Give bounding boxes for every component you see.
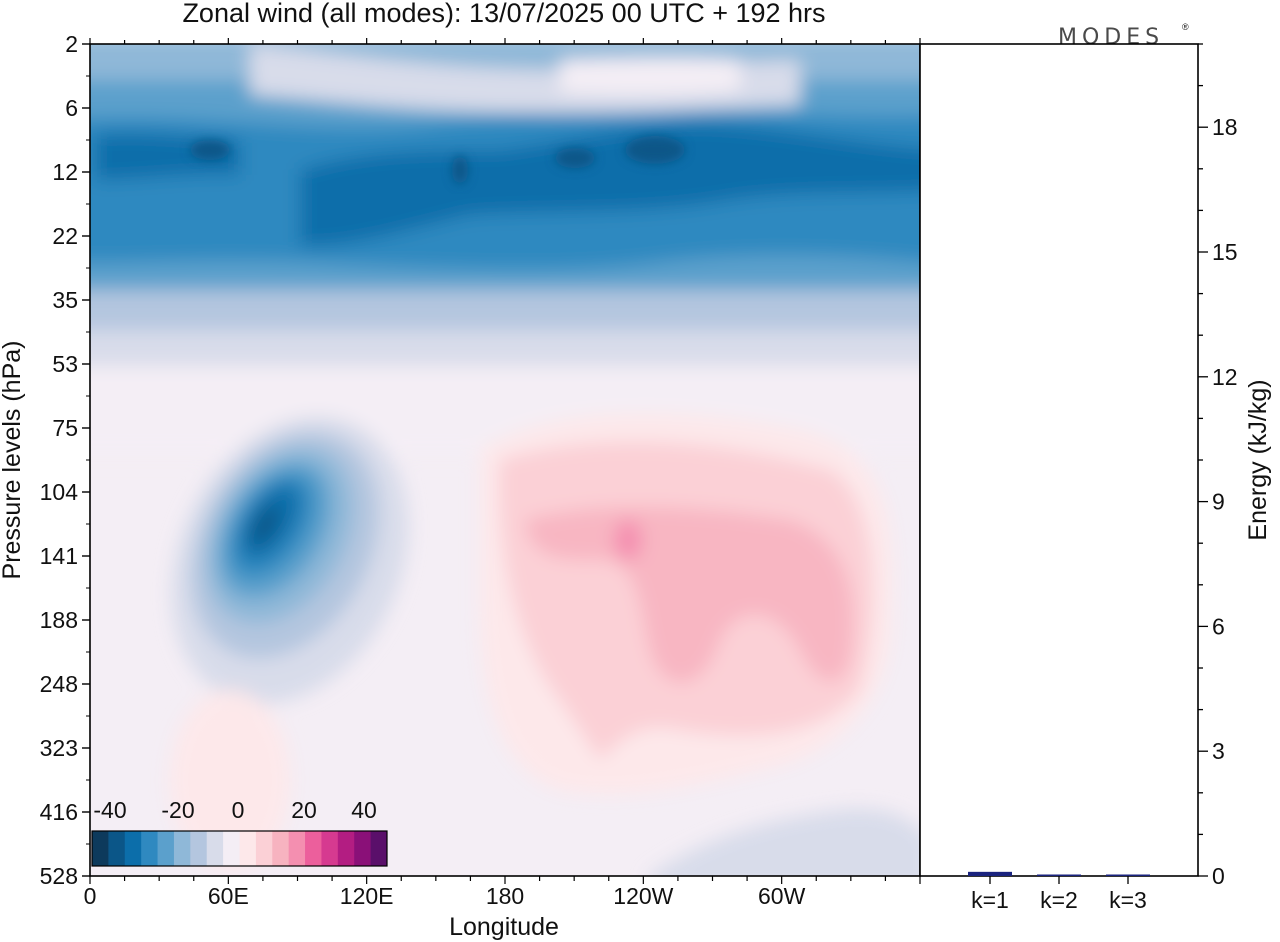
left-x-tick-label: 120W — [613, 883, 673, 909]
left-y-tick-label: 528 — [40, 863, 78, 889]
colorbar-swatch — [157, 831, 175, 866]
energy-bar — [1037, 874, 1081, 876]
colorbar-swatch — [354, 831, 372, 866]
left-y-tick-label: 188 — [40, 607, 78, 633]
left-y-tick-label: 75 — [52, 415, 78, 441]
colorbar-swatch — [108, 831, 126, 866]
colorbar-swatch — [206, 831, 224, 866]
right-y-axis-label: Energy (kJ/kg) — [1244, 379, 1272, 540]
right-x-tick-label: k=2 — [1040, 887, 1078, 913]
left-x-tick-label: 180 — [486, 883, 524, 909]
colorbar-swatch — [239, 831, 257, 866]
left-y-tick-label: 6 — [65, 95, 78, 121]
energy-plot-frame — [919, 43, 1199, 877]
colorbar-swatch — [288, 831, 306, 866]
colorbar-swatch — [141, 831, 159, 866]
colorbar-tick-label: 0 — [232, 797, 245, 823]
colorbar-tick-label: -40 — [93, 797, 126, 823]
right-y-tick-label: 9 — [1212, 489, 1225, 515]
left-y-tick-label: 12 — [52, 159, 78, 185]
colorbar-swatch — [223, 831, 240, 866]
right-y-axis: 0 3 6 9 12 15 18 — [1198, 43, 1238, 889]
left-x-tick-label: 60E — [208, 883, 249, 909]
colorbar — [91, 830, 388, 867]
left-x-tick-label: 60W — [758, 883, 806, 909]
colorbar-tick-label: 40 — [351, 797, 377, 823]
left-x-tick-label: 0 — [84, 883, 97, 909]
colorbar-tick-label: -20 — [161, 797, 194, 823]
colorbar-tick-label: 20 — [291, 797, 317, 823]
colorbar-tick-labels: -40 -20 0 20 40 — [93, 797, 376, 823]
left-x-tick-label: 120E — [340, 883, 394, 909]
colorbar-swatch — [92, 831, 109, 866]
colorbar-swatch — [272, 831, 290, 866]
energy-bar — [1106, 874, 1150, 876]
energy-bar-plot — [919, 43, 1199, 877]
energy-bars — [968, 871, 1150, 876]
left-y-tick-label: 323 — [40, 735, 78, 761]
left-y-tick-label: 141 — [40, 543, 78, 569]
left-y-tick-label: 416 — [40, 799, 78, 825]
left-y-tick-label: 248 — [40, 671, 78, 697]
colorbar-swatch — [305, 831, 322, 866]
left-y-tick-label: 22 — [52, 223, 78, 249]
colorbar-frame — [91, 830, 388, 867]
heatmap-field — [90, 44, 920, 876]
heatmap-plot — [89, 43, 921, 877]
left-y-tick-label: 35 — [52, 287, 78, 313]
left-y-axis: 2 6 12 22 35 53 75 104 141 188 248 323 416 528 — [40, 31, 90, 889]
right-y-tick-label: 18 — [1212, 114, 1238, 140]
colorbar-swatch — [190, 831, 208, 866]
energy-bar — [968, 871, 1012, 876]
colorbar-swatch — [124, 831, 142, 866]
right-x-axis: k=1 k=2 k=3 — [971, 876, 1147, 913]
left-y-tick-label: 2 — [65, 31, 78, 57]
left-y-axis-label: Pressure levels (hPa) — [0, 341, 26, 580]
brand-mark: ® — [1182, 22, 1189, 32]
right-x-tick-label: k=1 — [971, 887, 1009, 913]
right-y-tick-label: 3 — [1212, 738, 1225, 764]
colorbar-swatch — [370, 831, 388, 866]
left-x-axis: 0 60E 120E 180 120W 60W — [84, 38, 921, 909]
right-y-tick-label: 15 — [1212, 239, 1238, 265]
right-x-tick-label: k=3 — [1109, 887, 1147, 913]
left-y-tick-label: 53 — [52, 351, 78, 377]
right-y-tick-label: 0 — [1212, 863, 1225, 889]
chart-title: Zonal wind (all modes): 13/07/2025 00 UT… — [182, 0, 825, 28]
colorbar-swatch — [321, 831, 339, 866]
left-y-tick-label: 104 — [40, 479, 79, 505]
right-y-tick-label: 6 — [1212, 613, 1225, 639]
colorbar-swatch — [173, 831, 191, 866]
colorbar-swatch — [255, 831, 273, 866]
right-y-tick-label: 12 — [1212, 364, 1238, 390]
left-x-axis-label: Longitude — [449, 913, 559, 941]
colorbar-swatch — [337, 831, 355, 866]
